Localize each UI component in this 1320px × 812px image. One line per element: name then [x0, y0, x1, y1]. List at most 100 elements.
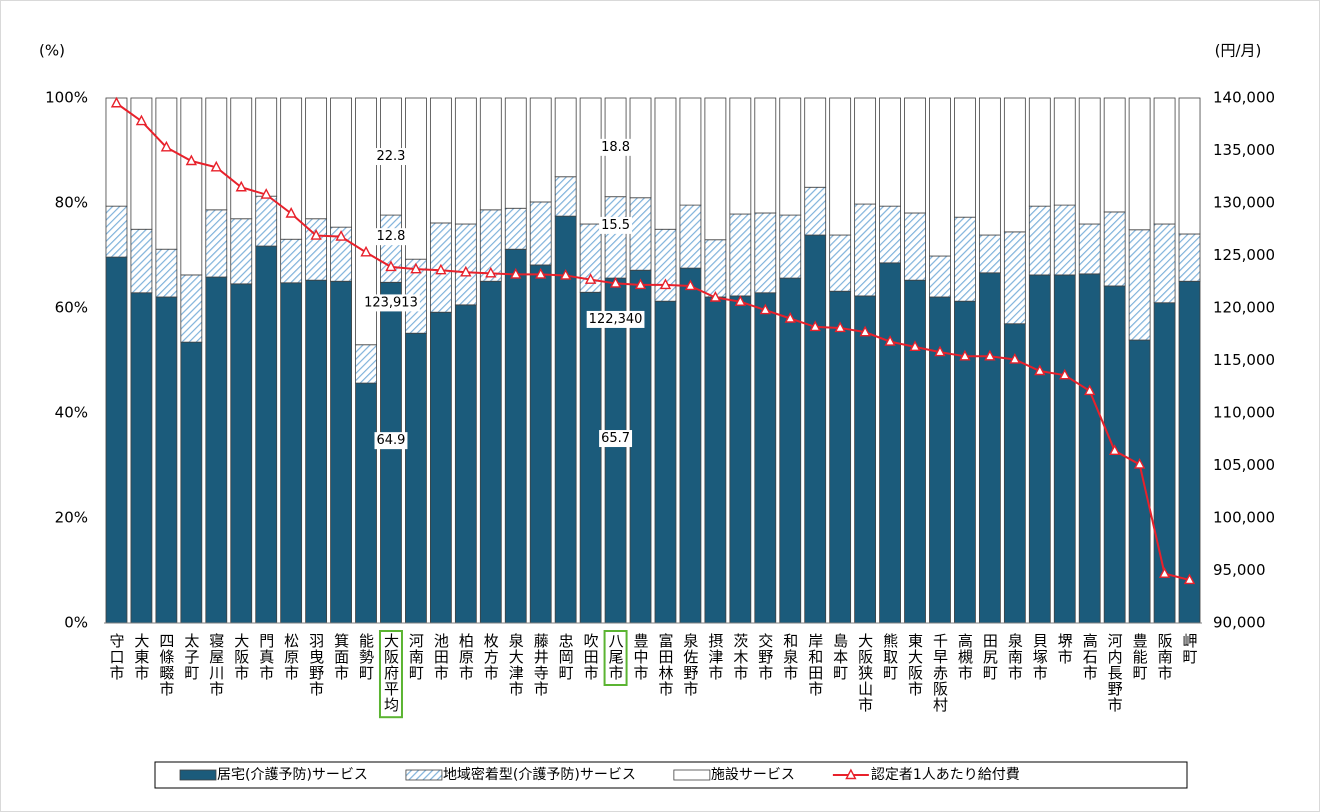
bar-segment: [1078, 273, 1101, 624]
data-label: 64.9: [377, 433, 406, 448]
bar-segment: [679, 267, 702, 624]
y2-tick-label: 140,000: [1213, 89, 1275, 107]
bar-segment: [280, 238, 303, 284]
line-marker: [410, 262, 422, 274]
bar-segment: [205, 97, 228, 211]
x-tick-label: 泉南市: [1006, 633, 1024, 681]
bar-segment: [1003, 97, 1026, 233]
y2-tick-label: 105,000: [1213, 456, 1275, 474]
line-marker: [510, 267, 522, 279]
line-marker: [834, 321, 846, 333]
bar-segment: [978, 97, 1001, 236]
y2-axis-label: (円/月): [1215, 42, 1262, 60]
line-marker: [210, 160, 222, 172]
line-marker: [485, 266, 497, 278]
y2-tick-label: 120,000: [1213, 299, 1275, 317]
bar-segment: [829, 97, 852, 236]
line-marker: [934, 345, 946, 357]
bar-segment: [180, 341, 203, 624]
bar-segment: [355, 97, 377, 346]
bar-segment: [804, 234, 827, 624]
bar-segment: [454, 304, 477, 624]
x-tick-label: 堺市: [1056, 633, 1074, 665]
bar-segment: [1128, 339, 1151, 624]
bar-segment: [829, 290, 852, 624]
x-tick-label: 摂津市: [706, 633, 724, 681]
line-marker: [684, 279, 697, 291]
data-label-bg: [599, 430, 633, 448]
bar-segment: [779, 214, 802, 279]
bar-segment: [654, 228, 677, 302]
bar-segment: [604, 196, 627, 279]
x-tick-label: 豊能町: [1131, 633, 1149, 681]
bar-segment: [754, 212, 777, 294]
line-marker: [335, 230, 347, 241]
line-marker: [360, 245, 372, 257]
bar-segment: [654, 300, 677, 624]
line-marker: [385, 260, 397, 272]
bar-segment: [280, 97, 303, 240]
data-label: 65.7: [601, 431, 630, 446]
bar-segment: [180, 97, 203, 276]
bar-segment: [280, 282, 303, 624]
line-marker: [460, 265, 472, 277]
bar-segment: [330, 97, 352, 228]
bar-segment: [978, 272, 1001, 624]
bar-segment: [155, 97, 178, 250]
bar-segment: [654, 97, 677, 230]
bar-segment: [180, 274, 203, 343]
bar-segment: [429, 311, 452, 624]
bar-segment: [230, 283, 253, 624]
x-tick-label: 岸和田市: [806, 633, 824, 697]
bar-segment: [504, 97, 527, 209]
legend-box: [154, 761, 1188, 789]
bar-segment: [729, 97, 752, 215]
bar-segment: [1053, 274, 1076, 624]
y2-tick-label: 135,000: [1213, 141, 1275, 159]
bar-segment: [405, 97, 427, 260]
x-tick-label: 柏原市: [457, 633, 475, 681]
bar-segment: [579, 97, 602, 225]
y2-tick-label: 95,000: [1213, 561, 1266, 579]
bar-segment: [205, 276, 228, 624]
bar-segment: [105, 97, 128, 207]
x-tick-label: 河南町: [407, 633, 425, 681]
bar-segment: [754, 97, 777, 214]
bar-segment: [804, 97, 827, 188]
bar-segment: [1178, 97, 1201, 235]
bar-segment: [1128, 97, 1151, 231]
bar-segment: [454, 223, 477, 306]
bar-segment: [1078, 223, 1101, 275]
data-label-bg: [362, 294, 420, 312]
data-label-bg: [599, 216, 633, 234]
x-tick-label: 藤井寺市: [532, 633, 550, 697]
bar-segment: [130, 228, 153, 294]
bar-segment: [604, 277, 627, 624]
bar-segment: [629, 197, 652, 271]
bar-segment: [1153, 97, 1176, 225]
line-marker: [1108, 444, 1121, 455]
x-tick-label: 島本町: [831, 633, 849, 681]
bar-segment: [1153, 223, 1176, 304]
y-axis-label: (%): [39, 42, 65, 60]
x-tick-label: 寝屋川市: [207, 632, 225, 697]
x-tick-label: 吹田市: [582, 633, 600, 681]
bar-segment: [954, 216, 976, 302]
line-marker: [260, 188, 272, 199]
line-marker: [659, 278, 672, 290]
bar-segment: [405, 332, 427, 624]
bar-segment: [1178, 233, 1201, 282]
x-tick-label: 交野市: [756, 632, 774, 681]
x-tick-label: 池田市: [432, 633, 450, 681]
bar-segment: [1053, 204, 1076, 276]
bar-segment: [230, 97, 253, 220]
line-marker: [559, 268, 572, 280]
data-label-bg: [586, 310, 645, 328]
x-tick-label: 千早赤阪村: [931, 633, 949, 713]
x-tick-label: 田尻町: [981, 633, 999, 681]
bar-segment: [704, 97, 727, 241]
x-tick-label: 河内長野市: [1106, 633, 1124, 713]
line-marker: [884, 335, 896, 346]
bar-segment: [454, 97, 477, 225]
